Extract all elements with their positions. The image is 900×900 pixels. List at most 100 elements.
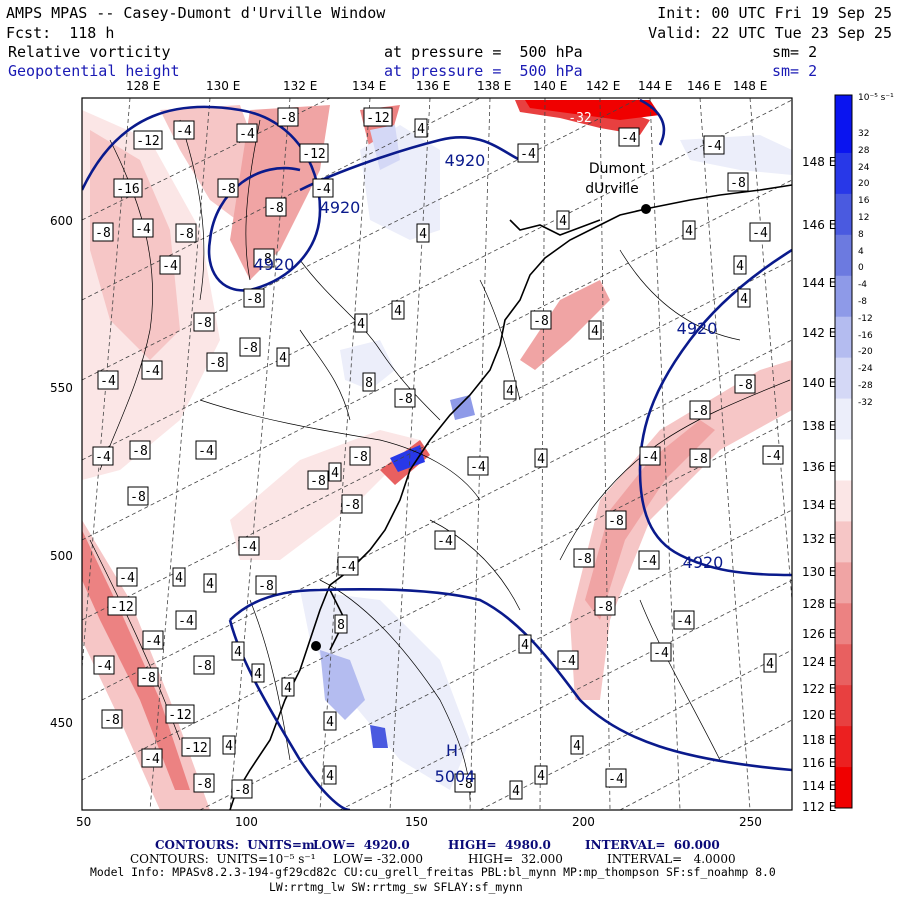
- contour-label-value: -4: [437, 534, 453, 549]
- x-tick-150: 150: [405, 815, 428, 829]
- colorbar-tick-label: -32: [858, 397, 873, 408]
- colorbar-tick-label: 20: [858, 179, 870, 190]
- height-contour-label: 4920: [445, 151, 486, 170]
- contour-label-box: [689, 448, 711, 468]
- contour-label-value: 4: [357, 317, 365, 332]
- contour-label-box: [175, 610, 197, 630]
- x-tick-200: 200: [572, 815, 595, 829]
- top-lon-label-8: 142 E: [586, 79, 621, 93]
- contour-label-value: 4: [234, 645, 242, 660]
- colorbar-tick-label: -12: [858, 313, 873, 324]
- contour-label-value: 4: [506, 384, 514, 399]
- contour-label-value: 4: [254, 667, 262, 682]
- colorbar-tick-label: -20: [858, 347, 873, 358]
- contour-label-value: -4: [100, 374, 116, 389]
- contour-label-box: [749, 222, 771, 242]
- contour-label-box: [605, 510, 627, 530]
- colorbar-swatch: [835, 603, 852, 645]
- height-contour-label: 4920: [320, 198, 361, 217]
- y-tick-600: 600: [50, 214, 73, 228]
- station-name-durville: dUrville: [585, 181, 638, 197]
- contour-label-value: -4: [608, 772, 624, 787]
- contour-label-value: 4: [685, 224, 693, 239]
- contour-label-value: 4: [591, 324, 599, 339]
- right-lon-label-18: 114 E: [802, 779, 837, 793]
- contour-label-value: -8: [196, 777, 212, 792]
- colorbar-swatch: [835, 357, 852, 400]
- top-lon-label-1: 128 E: [126, 79, 161, 93]
- contour-label-value: 4: [537, 452, 545, 467]
- contour-label-value: -4: [145, 634, 161, 649]
- contour-label-box: [307, 470, 329, 490]
- contour-label-box: [255, 575, 277, 595]
- right-lon-label-13: 124 E: [802, 655, 837, 669]
- contour-label-value: -4: [752, 226, 768, 241]
- contours1-label: CONTOURS: UNITS=m: [155, 838, 315, 852]
- contour-label-box: [530, 310, 552, 330]
- contour-label-value: -4: [144, 364, 160, 379]
- contour-label-box: [509, 780, 523, 800]
- contour-label-box: [165, 704, 195, 724]
- contour-label-box: [107, 596, 137, 616]
- right-lon-label-6: 138 E: [802, 419, 837, 433]
- contour-label-value: -12: [302, 147, 325, 162]
- right-lon-label-15: 120 E: [802, 708, 837, 722]
- contour-label-value: -12: [136, 134, 159, 149]
- contour-label-box: [141, 360, 163, 380]
- contours2-high: HIGH= 32.000: [468, 852, 563, 866]
- contour-label-box: [277, 107, 299, 127]
- contour-label-value: -12: [110, 600, 133, 615]
- contour-label-value: -8: [608, 514, 624, 529]
- contour-label-box: [763, 653, 777, 673]
- contour-label-box: [141, 748, 163, 768]
- contours2-low: LOW= -32.000: [333, 852, 424, 866]
- contour-label-value: -4: [144, 752, 160, 767]
- right-lon-label-8: 134 E: [802, 498, 837, 512]
- model-info-physics: LW:rrtmg_lw SW:rrtmg_sw SFLAY:sf_mynn: [269, 880, 523, 894]
- contour-label-box: [434, 530, 456, 550]
- forecast-hour: Fcst: 118 h: [6, 24, 115, 42]
- colorbar-swatch: [835, 316, 852, 359]
- contour-label-box: [341, 494, 363, 514]
- contour-label-value: -4: [95, 450, 111, 465]
- contour-label-box: [682, 220, 696, 240]
- contour-label-box: [323, 765, 337, 785]
- contour-label-value: -4: [706, 139, 722, 154]
- contour-label-value: -12: [184, 741, 207, 756]
- contour-label-box: [299, 143, 329, 163]
- contours2-label: CONTOURS: UNITS=10⁻⁵ s⁻¹: [130, 852, 316, 866]
- station-name-dumont: Dumont: [589, 161, 646, 177]
- colorbar-swatch-top: [835, 95, 852, 112]
- contour-label-box: [231, 779, 253, 799]
- right-lon-label-12: 126 E: [802, 627, 837, 641]
- contour-label-box: [618, 127, 640, 147]
- contour-label-box: [354, 313, 368, 333]
- contour-label-value: -4: [315, 182, 331, 197]
- contour-label-value: -12: [366, 111, 389, 126]
- contour-label-box: [312, 178, 334, 198]
- init-time: Init: 00 UTC Fri 19 Sep 25: [657, 4, 892, 22]
- contour-label-box: [92, 222, 114, 242]
- colorbar-tick-label: 12: [858, 213, 870, 223]
- right-lon-label-4: 142 E: [802, 326, 837, 340]
- contour-label-box: [172, 567, 186, 587]
- contour-label-value: -4: [520, 147, 536, 162]
- contour-label-value: -8: [397, 392, 413, 407]
- contour-label-value: -4: [176, 124, 192, 139]
- contour-label-box: [159, 255, 181, 275]
- contour-label-box: [605, 768, 627, 788]
- contour-label-value: -4: [241, 540, 257, 555]
- contour-label-box: [414, 118, 428, 138]
- contour-label-box: [206, 352, 228, 372]
- field1-smoothing: sm= 2: [772, 43, 818, 61]
- x-tick-50: 50: [76, 815, 92, 829]
- colorbar-tick-label: -28: [858, 381, 873, 391]
- right-lon-label-19: 112 E: [802, 800, 837, 814]
- right-lon-label-11: 128 E: [802, 597, 837, 611]
- contour-label-value: -8: [209, 356, 225, 371]
- colorbar-swatch: [835, 275, 852, 318]
- contour-label-value: -4: [470, 460, 486, 475]
- contour-label-value: -4: [641, 554, 657, 569]
- field2-name: Geopotential height: [8, 62, 180, 80]
- top-lon-label-2: 130 E: [206, 79, 241, 93]
